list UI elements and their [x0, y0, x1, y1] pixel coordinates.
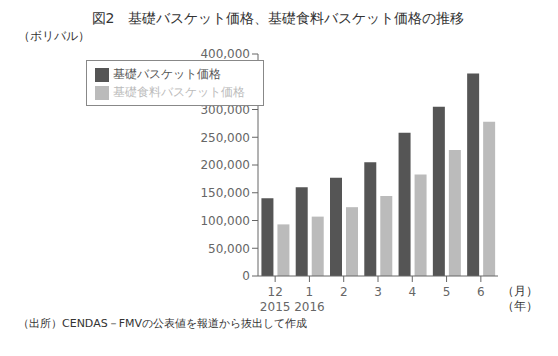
svg-text:122015: 122015 — [260, 285, 291, 314]
svg-text:350,000: 350,000 — [200, 75, 250, 89]
svg-text:200,000: 200,000 — [200, 158, 250, 172]
svg-text:100,000: 100,000 — [200, 214, 250, 228]
html-text:（ボリバル）: （ボリバル） — [18, 29, 90, 43]
html-text:（出所）CENDAS－FMVの公表値を報道から抜出して作成: （出所）CENDAS－FMVの公表値を報道から抜出して作成 — [18, 317, 307, 330]
svg-text:300,000: 300,000 — [200, 103, 250, 117]
html-text:図2 基礎バスケット価格、基礎食料バスケット価格の推移: 図2 基礎バスケット価格、基礎食料バスケット価格の推移 — [91, 10, 465, 26]
svg-text:50,000: 50,000 — [208, 242, 250, 256]
html-text:（年）: （年） — [502, 299, 538, 313]
svg-text:12016: 12016 — [294, 285, 325, 314]
svg-text:4: 4 — [408, 285, 416, 299]
svg-text:2: 2 — [340, 285, 348, 299]
html-text:基礎食料バスケット価格: 基礎食料バスケット価格 — [113, 85, 245, 99]
svg-text:5: 5 — [443, 285, 451, 299]
svg-text:400,000: 400,000 — [200, 47, 250, 61]
html-text:基礎バスケット価格: 基礎バスケット価格 — [113, 67, 221, 81]
svg-text:3: 3 — [374, 285, 382, 299]
svg-text:150,000: 150,000 — [200, 186, 250, 200]
html-text:（月）: （月） — [502, 284, 538, 298]
svg-text:0: 0 — [242, 269, 250, 283]
svg-text:250,000: 250,000 — [200, 131, 250, 145]
svg-text:6: 6 — [477, 285, 485, 299]
